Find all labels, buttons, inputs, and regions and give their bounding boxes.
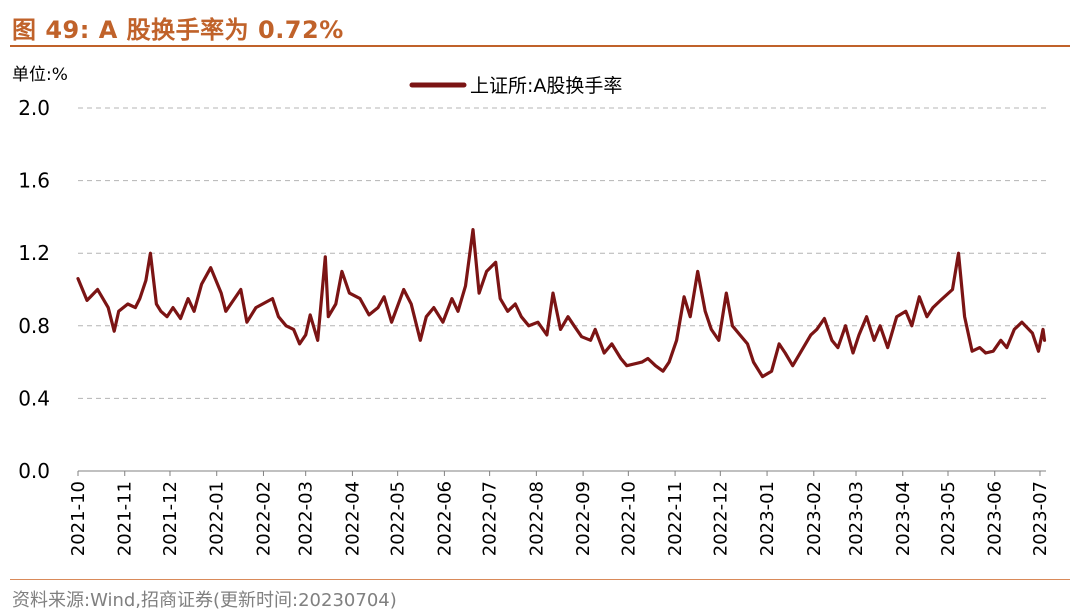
x-tick-label: 2022-06 [434,481,455,556]
x-tick-label: 2022-09 [573,481,594,556]
x-tick-label: 2022-08 [526,481,547,556]
x-tick-label: 2021-11 [115,481,136,556]
series [76,228,1047,379]
title-divider [10,45,1070,47]
y-tick-label: 0.0 [18,459,50,483]
footer-divider [10,579,1070,580]
y-gridlines [78,107,1046,399]
x-tick-label: 2023-02 [804,481,825,556]
x-tick-label: 2022-11 [665,481,686,556]
series-line [76,228,1047,379]
x-tick-label: 2023-01 [757,481,778,556]
x-tick-label: 2022-01 [207,481,228,556]
legend: 上证所:A股换手率 [409,75,622,97]
x-tick-labels: 2021-10 2021-11 2021-12 2022-01 2022-02 2022-… [68,481,1051,556]
y-tick-label: 0.4 [18,386,50,410]
x-tick-label: 2022-12 [710,481,731,556]
x-tick-label: 2022-03 [296,481,317,556]
x-tick-label: 2023-03 [846,481,867,556]
x-tick-label: 2022-05 [388,481,409,556]
y-tick-labels: 0.0 0.4 0.8 1.2 1.6 2.0 [18,96,50,483]
y-tick-label: 1.6 [18,169,50,193]
y-tick-label: 2.0 [18,96,50,120]
figure-title: 图 49: A 股换手率为 0.72% [12,16,344,44]
x-tick-label: 2023-05 [938,481,959,556]
x-tick-label: 2023-06 [985,481,1006,556]
source-note: 资料来源:Wind,招商证券(更新时间:20230704) [12,590,397,611]
x-tick-label: 2023-04 [893,481,914,556]
x-tick-label: 2023-07 [1030,481,1051,556]
x-tick-label: 2022-04 [342,481,363,556]
y-tick-label: 1.2 [18,241,50,265]
y-tick-label: 0.8 [18,314,50,338]
x-tick-label: 2022-07 [480,481,501,556]
x-axis [77,470,1046,476]
turnover-line-chart: 单位:% 0.00.40.81.21.62.0 2021-10 2021-11 20… [12,65,1051,556]
y-unit-label: 单位:% [12,65,68,85]
x-tick-label: 2022-10 [618,481,639,556]
x-tick-label: 2021-10 [68,481,89,556]
legend-label: 上证所:A股换手率 [470,75,622,97]
x-tick-label: 2021-12 [160,481,181,556]
x-tick-label: 2022-02 [253,481,274,556]
